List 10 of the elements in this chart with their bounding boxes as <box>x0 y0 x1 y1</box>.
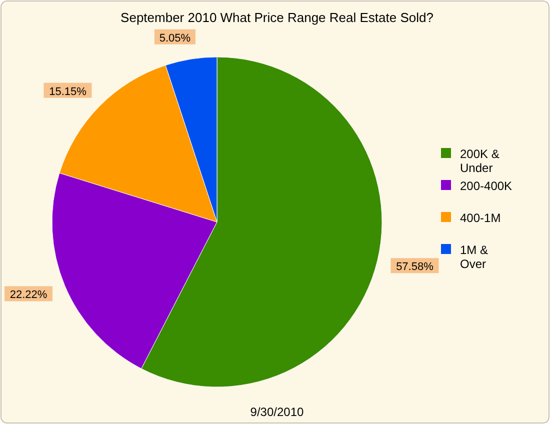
data-label: 57.58% <box>396 261 434 274</box>
data-label: 22.22% <box>10 289 48 302</box>
text: 9/30/2010 <box>250 405 304 419</box>
legend-label: 200K & Under <box>460 147 500 175</box>
legend-label: 400-1M <box>460 211 501 225</box>
legend-label: 1M & Over <box>460 243 488 271</box>
chart-title: September 2010 What Price Range Real Estate Sold? <box>120 10 434 25</box>
data-label: 5.05% <box>159 32 191 44</box>
legend-label: 200-400K <box>460 179 512 193</box>
data-label: 15.15% <box>49 86 87 98</box>
